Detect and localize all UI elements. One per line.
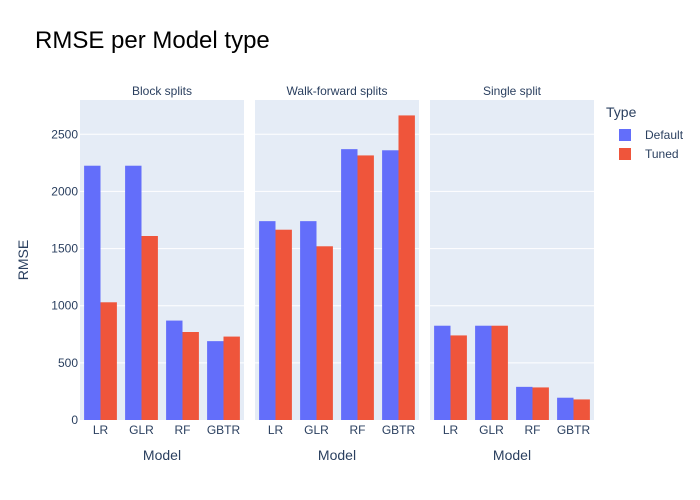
y-tick-label: 0 [71,413,78,427]
bar-default-rf[interactable] [341,149,358,420]
legend-swatch-default [619,128,631,141]
legend-item-default[interactable]: Default [606,125,683,144]
chart-title: RMSE per Model type [35,27,270,54]
bar-default-gbtr[interactable] [382,150,399,421]
y-tick-label: 2000 [51,184,78,198]
panel-title: Block splits [132,84,192,98]
x-axis-title: Model [318,447,356,463]
bar-tuned-glr[interactable] [316,246,333,420]
x-tick-label: GLR [129,423,154,437]
x-tick-label: RF [350,423,366,437]
panel-2: Walk-forward splits LR GLR RF GBTR Model [255,84,419,463]
x-tick-label: RF [525,423,541,437]
bar-default-lr[interactable] [259,221,276,420]
legend-item-tuned[interactable]: Tuned [606,144,683,163]
x-tick-label: GBTR [382,423,416,437]
bar-tuned-gbtr[interactable] [573,399,590,420]
y-axis-title-group: RMSE [15,240,31,280]
y-tick-label: 1500 [51,242,78,256]
y-tick-label: 2500 [51,127,78,141]
bar-tuned-gbtr[interactable] [398,115,415,420]
bar-tuned-rf[interactable] [182,332,199,420]
bar-tuned-lr[interactable] [275,229,292,420]
legend-swatch-tuned [619,147,631,160]
y-axis-ticks: 0 500 1000 1500 2000 2500 [51,127,78,427]
bar-tuned-rf[interactable] [357,155,374,420]
x-axis-title: Model [493,447,531,463]
x-tick-label: GBTR [557,423,591,437]
panel-title: Single split [483,84,542,98]
bar-default-glr[interactable] [300,221,317,420]
bar-default-lr[interactable] [84,165,101,420]
bar-tuned-glr[interactable] [141,236,158,420]
panel-3: Single split LR GLR RF GBTR Model [430,84,594,463]
x-axis-title: Model [143,447,181,463]
bar-default-rf[interactable] [516,386,533,420]
panel-title: Walk-forward splits [287,84,388,98]
bar-tuned-lr[interactable] [100,302,117,420]
x-tick-label: GBTR [207,423,241,437]
legend[interactable]: Type Default Tuned [606,104,683,163]
bar-default-glr[interactable] [475,325,492,420]
panel-1: Block splits LR GLR RF GBTR Model [80,84,244,463]
legend-title: Type [606,104,637,120]
x-tick-label: LR [93,423,109,437]
legend-label-default: Default [645,127,684,142]
x-tick-label: GLR [304,423,329,437]
legend-label-tuned: Tuned [645,146,679,161]
x-tick-label: LR [443,423,459,437]
bar-default-lr[interactable] [434,325,451,420]
bar-default-gbtr[interactable] [207,341,224,420]
bar-tuned-rf[interactable] [532,387,549,420]
y-axis-title: RMSE [15,240,31,280]
bar-default-rf[interactable] [166,320,183,420]
y-tick-label: 1000 [51,299,78,313]
bar-tuned-lr[interactable] [450,335,467,420]
bar-default-gbtr[interactable] [557,397,574,420]
bar-tuned-gbtr[interactable] [223,336,240,420]
bar-default-glr[interactable] [125,165,142,420]
y-tick-label: 500 [58,356,78,370]
x-tick-label: GLR [479,423,504,437]
x-tick-label: RF [175,423,191,437]
x-tick-label: LR [268,423,284,437]
bar-tuned-glr[interactable] [491,325,508,420]
